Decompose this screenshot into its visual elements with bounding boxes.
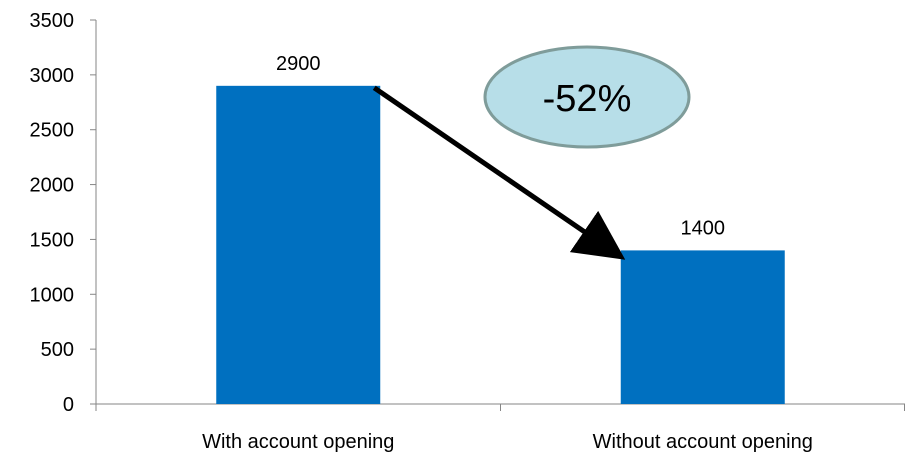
percent-change-callout: -52%	[483, 45, 691, 149]
x-axis: With account opening Without account open…	[95, 403, 905, 453]
x-category-label: Without account opening	[593, 431, 813, 453]
y-axis: 0 500 1000 1500 2000 2500 3000 3500	[30, 10, 97, 416]
bar-value-label: 2900	[276, 53, 321, 75]
y-tick-label: 500	[41, 339, 74, 361]
x-category-label: With account opening	[202, 431, 394, 453]
callout-text: -52%	[543, 78, 632, 120]
y-tick-label: 3500	[30, 10, 75, 32]
bar	[216, 85, 381, 404]
bars	[216, 85, 785, 404]
y-tick-label: 2500	[30, 120, 75, 142]
y-tick-label: 0	[63, 394, 74, 416]
bar	[620, 250, 785, 404]
decrease-arrow	[372, 85, 626, 260]
y-tick-label: 1500	[30, 229, 75, 251]
y-tick-label: 2000	[30, 175, 75, 197]
y-tick-label: 1000	[30, 284, 75, 306]
callout-ellipse	[483, 45, 691, 149]
data-labels: 2900 1400	[276, 53, 725, 240]
bar-value-label: 1400	[681, 217, 726, 239]
y-tick-label: 3000	[30, 65, 75, 87]
